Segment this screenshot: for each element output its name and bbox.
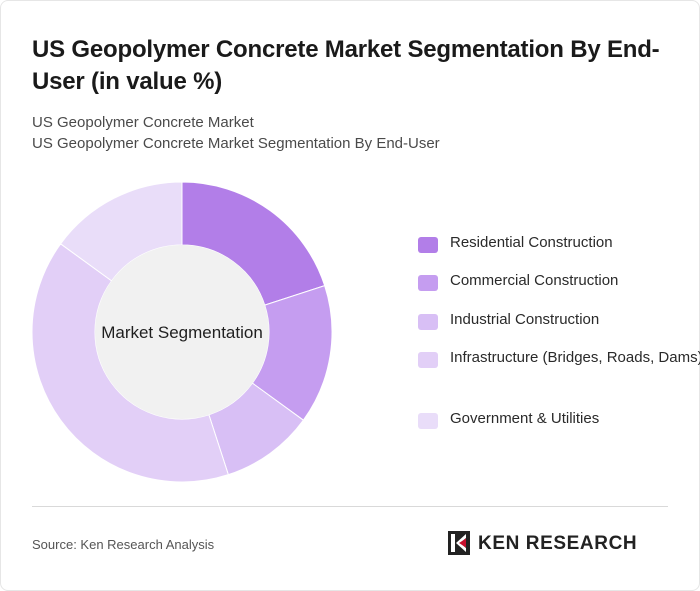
chart-subtitle-market: US Geopolymer Concrete Market [32,114,254,131]
legend-item-commercial[interactable]: Commercial Construction [418,270,618,292]
legend-swatch [418,275,438,291]
donut-center-label: Market Segmentation [101,323,263,342]
donut-chart: Market Segmentation [31,181,333,483]
legend-label: Residential Construction [450,234,613,251]
legend-item-infrastructure[interactable]: Infrastructure (Bridges, Roads, Dams) [418,347,700,369]
donut-hole [95,245,269,419]
legend-label: Government & Utilities [450,410,600,427]
legend-item-government[interactable]: Government & Utilities [418,408,599,430]
donut-slices [31,181,333,483]
chart-title: US Geopolymer Concrete Market Segmentati… [32,36,660,95]
legend-label: Infrastructure (Bridges, Roads, Dams) [450,349,700,366]
legend-item-industrial[interactable]: Industrial Construction [418,309,599,331]
legend-swatch [418,413,438,429]
legend-swatch [418,314,438,330]
legend-label: Commercial Construction [450,272,619,289]
footer-divider [32,506,668,507]
legend-item-residential[interactable]: Residential Construction [418,232,613,254]
ken-research-logo: KEN RESEARCH [447,530,637,556]
legend-swatch [418,352,438,368]
chart-subtitle-segmentation: US Geopolymer Concrete Market Segmentati… [32,135,440,152]
ken-research-logo-text: KEN RESEARCH [478,533,638,554]
legend-swatch [418,237,438,253]
ken-research-logo-icon [448,531,470,555]
legend-label: Industrial Construction [450,311,600,328]
source-note: Source: Ken Research Analysis [32,537,215,552]
